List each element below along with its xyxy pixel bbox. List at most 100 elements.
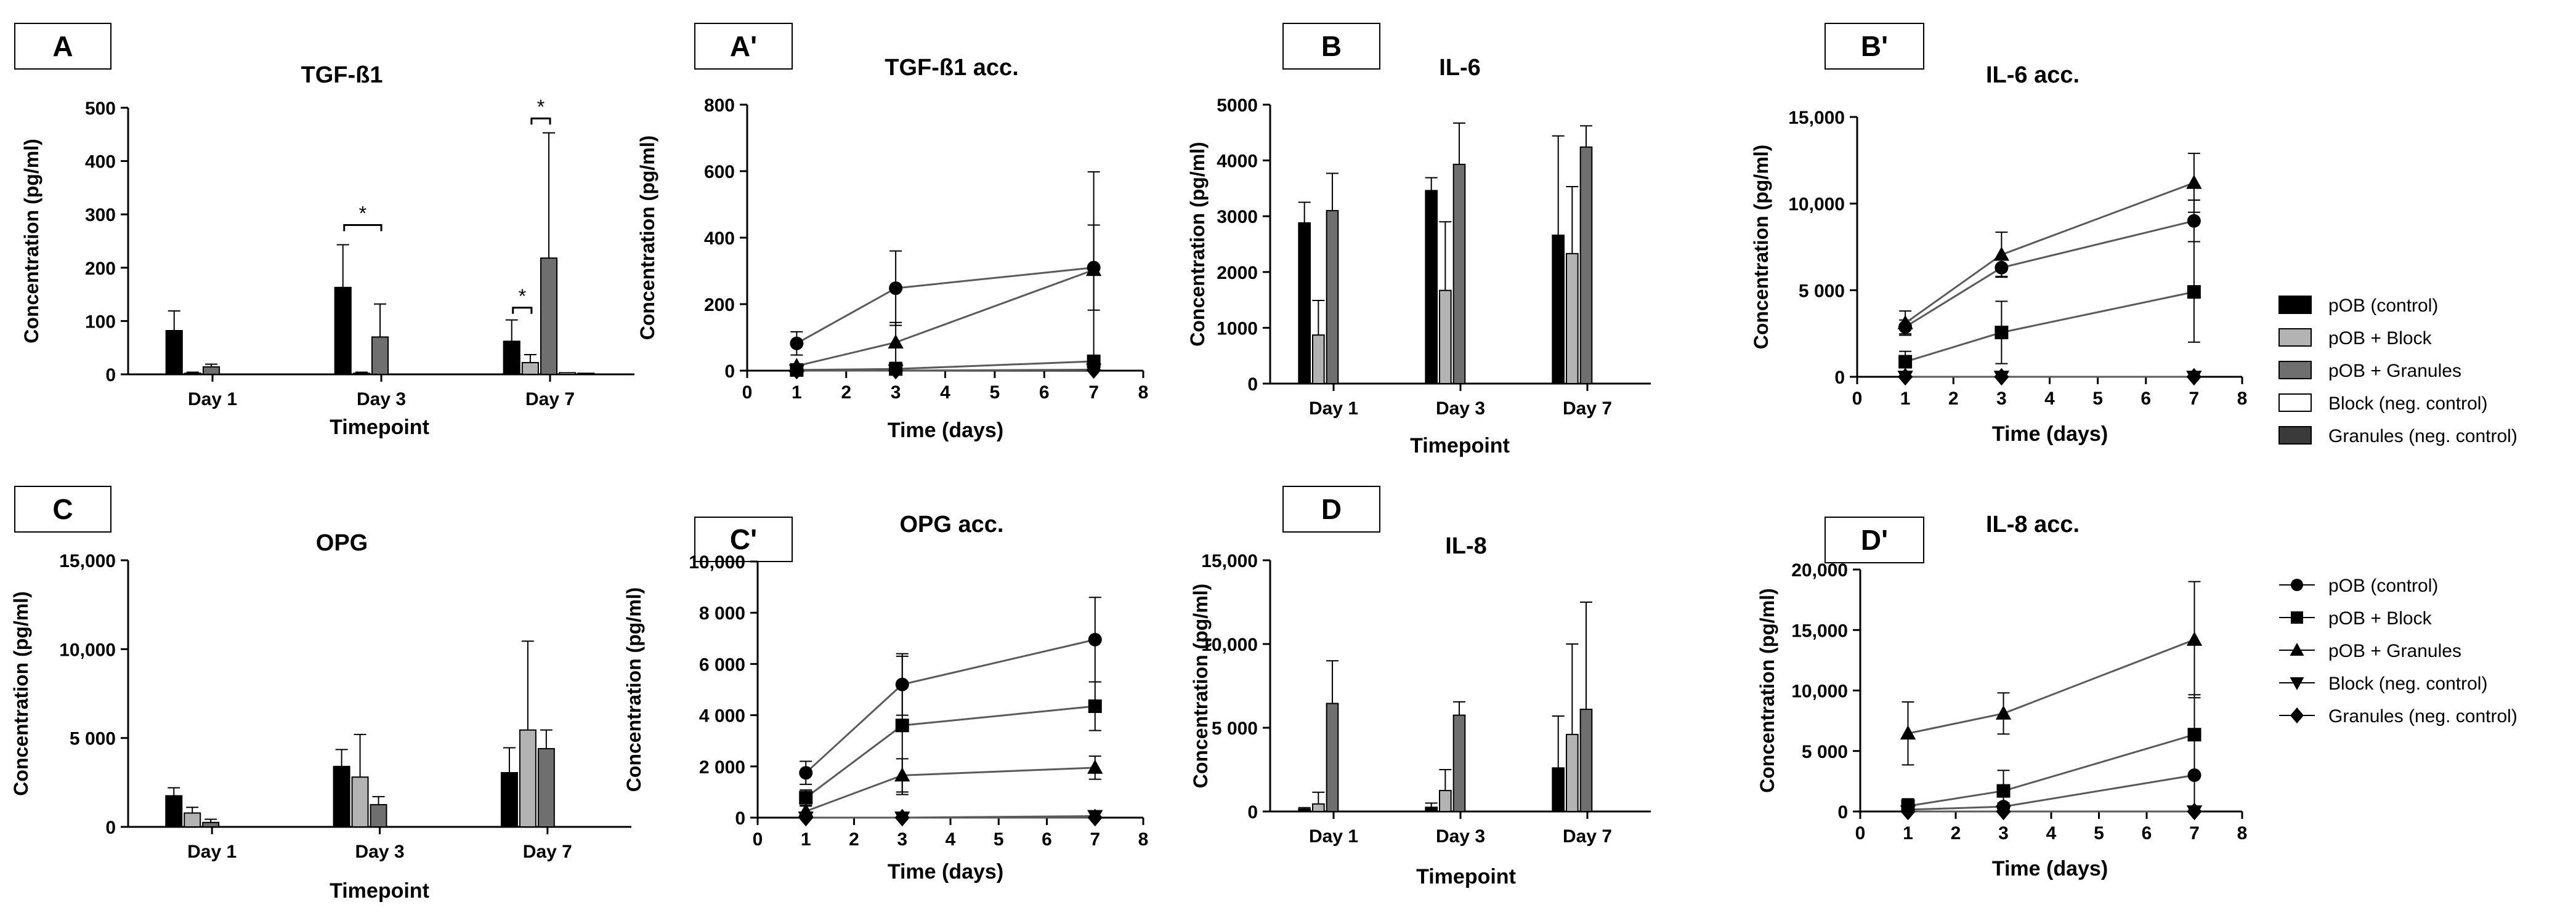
x-tick-label: 5 bbox=[2092, 389, 2103, 409]
y-tick-label: 0 bbox=[1247, 374, 1258, 395]
point-granules-neg-control bbox=[789, 361, 804, 380]
y-tick-label: 600 bbox=[704, 162, 735, 182]
y-tick-label: 0 bbox=[105, 365, 116, 385]
y-tick-label: 4000 bbox=[1217, 151, 1258, 172]
point-granules-neg-control bbox=[1994, 368, 2009, 386]
y-tick-label: 800 bbox=[704, 95, 735, 116]
x-tick-label: 4 bbox=[2044, 389, 2055, 409]
chart-title: TGF-ß1 bbox=[301, 62, 383, 88]
legend-label: pOB (control) bbox=[2328, 296, 2438, 316]
x-axis-label: Timepoint bbox=[330, 416, 429, 439]
y-tick-label: 10,000 bbox=[1788, 195, 1845, 215]
panel-label: D' bbox=[1861, 524, 1888, 556]
y-tick-label: 2 000 bbox=[699, 757, 745, 778]
bar-pob-block bbox=[352, 372, 370, 376]
y-tick-label: 400 bbox=[85, 152, 116, 172]
y-tick-label: 6 000 bbox=[699, 654, 745, 675]
bar-pob-granules bbox=[202, 821, 220, 827]
x-tick-label: 2 bbox=[841, 382, 851, 403]
y-tick-label: 5 000 bbox=[1802, 742, 1848, 762]
series-line-pob-granules bbox=[1908, 638, 2195, 735]
x-tick-label: 7 bbox=[1090, 829, 1100, 850]
legend-marker-block-neg-control bbox=[2290, 677, 2304, 690]
y-tick-label: 10,000 bbox=[689, 552, 745, 573]
point-pob-control bbox=[889, 281, 903, 296]
panel-label: B' bbox=[1861, 30, 1888, 62]
bar-pob-control bbox=[500, 771, 518, 827]
y-tick-label: 5000 bbox=[1217, 95, 1258, 116]
x-tick-label: Day 7 bbox=[525, 389, 575, 409]
x-tick-label: 5 bbox=[990, 382, 1000, 403]
bar-pob-block bbox=[184, 812, 201, 828]
significance-bracket bbox=[343, 224, 383, 232]
panel-d: D' IL-8 acc. 0 5 000 10,000 15,000 20,000 Conce… bbox=[1756, 512, 2247, 880]
x-tick-label: Day 3 bbox=[355, 842, 404, 862]
legend-label: Block (neg. control) bbox=[2328, 393, 2487, 414]
legend-label: pOB + Block bbox=[2328, 328, 2432, 348]
bar-pob-block bbox=[519, 729, 537, 827]
x-tick-label: 1 bbox=[1903, 823, 1913, 844]
legend-swatch-block-neg-control bbox=[2278, 393, 2312, 412]
bar-pob-control bbox=[503, 340, 520, 375]
series-line-pob-granules bbox=[1905, 182, 2195, 324]
y-axis-label: Concentration (pg/ml) bbox=[1186, 142, 1209, 346]
chart-title: IL-6 acc. bbox=[1986, 62, 2080, 88]
x-tick-label: 8 bbox=[2237, 823, 2248, 844]
bar-pob-control bbox=[1552, 767, 1565, 813]
series-line-pob-control bbox=[796, 267, 1094, 345]
y-axis-label: Concentration (pg/ml) bbox=[1189, 584, 1212, 788]
y-tick-label: 10,000 bbox=[1201, 635, 1258, 655]
bar-pob-block bbox=[1439, 790, 1452, 812]
point-pob-block bbox=[799, 791, 813, 805]
legend-label: pOB (control) bbox=[2328, 576, 2438, 596]
bar-legend: pOB (control) pOB + Block pOB + Granules Bl… bbox=[2278, 296, 2517, 446]
bar-pob-control bbox=[1425, 807, 1438, 812]
x-tick-label: 4 bbox=[2046, 823, 2057, 844]
x-tick-label: 6 bbox=[1039, 382, 1050, 403]
bar-pob-control bbox=[1298, 222, 1311, 384]
legend-label: Granules (neg. control) bbox=[2328, 426, 2517, 446]
point-pob-granules bbox=[1085, 262, 1102, 276]
panel-c: C' OPG acc. 0 2 000 4 000 6 000 8 000 10,000 Con… bbox=[623, 512, 1148, 884]
bar-pob-granules bbox=[202, 366, 221, 375]
y-tick-label: 15,000 bbox=[59, 551, 116, 571]
x-tick-label: 3 bbox=[897, 829, 907, 850]
x-tick-label: 7 bbox=[2189, 389, 2200, 409]
series-line-pob-control bbox=[805, 638, 1096, 774]
x-axis-label: Timepoint bbox=[1416, 865, 1516, 888]
x-tick-label: 8 bbox=[1138, 382, 1149, 403]
legend-marker-pob-control bbox=[2291, 579, 2303, 591]
series-line-pob-block bbox=[796, 360, 1094, 371]
y-tick-label: 10,000 bbox=[59, 640, 116, 660]
point-pob-granules bbox=[1993, 246, 2010, 261]
bar-pob-block bbox=[351, 776, 369, 828]
point-granules-neg-control bbox=[1898, 368, 1913, 386]
y-tick-label: 4 000 bbox=[699, 706, 745, 727]
point-pob-control bbox=[2187, 214, 2201, 228]
y-tick-label: 5 000 bbox=[1799, 281, 1845, 301]
bar-pob-granules bbox=[1579, 146, 1593, 385]
point-pob-block bbox=[1898, 355, 1913, 369]
point-granules-neg-control bbox=[2187, 802, 2202, 821]
x-tick-label: 1 bbox=[1900, 389, 1911, 409]
y-tick-label: 10,000 bbox=[1791, 682, 1848, 702]
y-tick-label: 0 bbox=[735, 808, 745, 829]
legend-swatch-pob-control bbox=[2278, 296, 2312, 314]
bar-pob-granules bbox=[537, 747, 555, 828]
x-tick-label: Day 1 bbox=[187, 842, 237, 862]
point-pob-granules bbox=[1087, 759, 1103, 774]
y-axis-label: Concentration (pg/ml) bbox=[20, 139, 43, 343]
point-pob-granules bbox=[2186, 174, 2202, 189]
x-tick-label: Day 7 bbox=[1563, 826, 1612, 847]
point-pob-control bbox=[1088, 632, 1102, 646]
chart-title: IL-8 acc. bbox=[1986, 512, 2080, 538]
bar-pob-control bbox=[333, 765, 350, 828]
point-pob-block bbox=[895, 719, 909, 733]
bar-pob-granules bbox=[1579, 709, 1593, 812]
panel-label-box bbox=[14, 486, 111, 533]
y-tick-label: 15,000 bbox=[1788, 108, 1845, 128]
chart-title: OPG acc. bbox=[900, 512, 1004, 538]
bar-pob-control bbox=[165, 795, 183, 827]
y-axis-label: Concentration (pg/ml) bbox=[1750, 145, 1772, 349]
